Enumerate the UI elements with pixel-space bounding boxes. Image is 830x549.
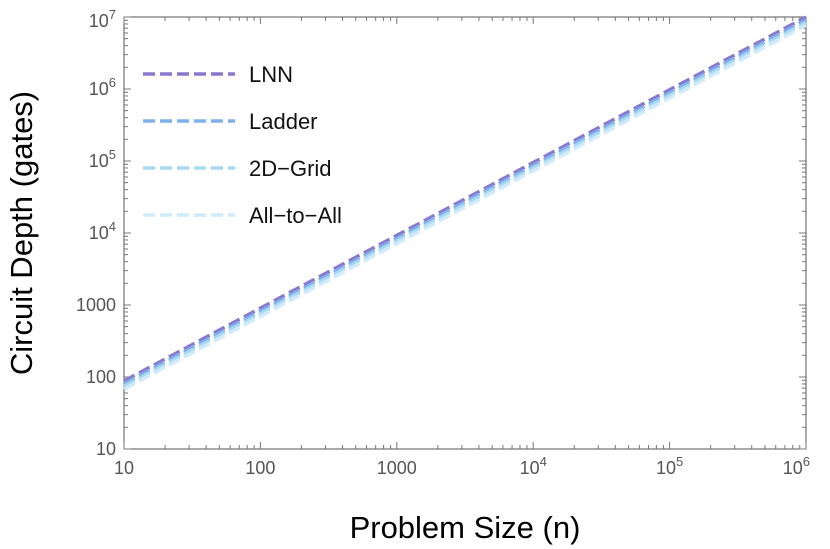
x-tick-label-base: 10	[520, 458, 540, 478]
y-tick-label-base: 10	[96, 439, 116, 459]
series-line-1	[123, 15, 807, 383]
series-line-2	[123, 18, 807, 386]
y-tick-label-exponent: 7	[109, 7, 116, 22]
y-tick-label-base: 100	[86, 367, 116, 387]
y-tick-label: 107	[89, 7, 116, 31]
y-tick-label-base: 10	[89, 223, 109, 243]
plot-frame	[123, 16, 807, 450]
series-layer	[123, 15, 807, 391]
y-tick-label: 104	[89, 219, 116, 243]
x-tick-label: 105	[656, 454, 683, 478]
y-tick-label: 1000	[76, 295, 116, 315]
series-line-4	[123, 23, 807, 391]
y-tick-label-base: 1000	[76, 295, 116, 315]
x-tick-label: 104	[520, 454, 547, 478]
y-tick-label-base: 10	[89, 151, 109, 171]
x-tick-label-exponent: 5	[676, 454, 683, 469]
y-tick-label: 106	[89, 75, 116, 99]
x-axis: 10 100 1000 104 105 106	[114, 17, 810, 478]
x-tick-label-base: 10	[114, 458, 134, 478]
y-tick-label: 10	[96, 439, 116, 459]
x-tick-label-base: 10	[783, 458, 803, 478]
x-tick-label: 1000	[377, 458, 417, 478]
legend-label: 2D−Grid	[249, 156, 332, 181]
x-tick-label-exponent: 4	[540, 454, 547, 469]
y-axis-title: Circuit Depth (gates)	[4, 91, 39, 375]
x-tick-label-base: 1000	[377, 458, 417, 478]
x-tick-label: 100	[245, 458, 275, 478]
y-tick-label-exponent: 6	[109, 75, 116, 90]
x-axis-title: Problem Size (n)	[350, 510, 581, 545]
x-tick-label-exponent: 6	[803, 454, 810, 469]
y-tick-label-exponent: 4	[109, 219, 116, 234]
legend-label: Ladder	[249, 109, 318, 134]
series-line-3	[123, 20, 807, 388]
x-tick-label: 106	[783, 454, 810, 478]
legend-label: LNN	[249, 62, 293, 87]
x-tick-label: 10	[114, 458, 134, 478]
x-tick-label-base: 100	[245, 458, 275, 478]
y-tick-label-base: 10	[89, 79, 109, 99]
y-tick-label-base: 10	[89, 11, 109, 31]
x-tick-label-base: 10	[656, 458, 676, 478]
legend: LNN Ladder 2D−Grid All−to−All	[143, 62, 342, 228]
y-tick-label-exponent: 5	[109, 147, 116, 162]
y-tick-label: 105	[89, 147, 116, 171]
legend-label: All−to−All	[249, 203, 342, 228]
y-tick-label: 100	[86, 367, 116, 387]
